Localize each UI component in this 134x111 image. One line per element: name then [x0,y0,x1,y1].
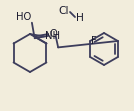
Text: Cl: Cl [59,6,69,16]
Text: O: O [49,29,57,39]
Text: HO: HO [16,12,31,22]
Text: H: H [76,13,84,23]
Text: F: F [91,36,97,46]
Text: NH: NH [45,31,60,41]
